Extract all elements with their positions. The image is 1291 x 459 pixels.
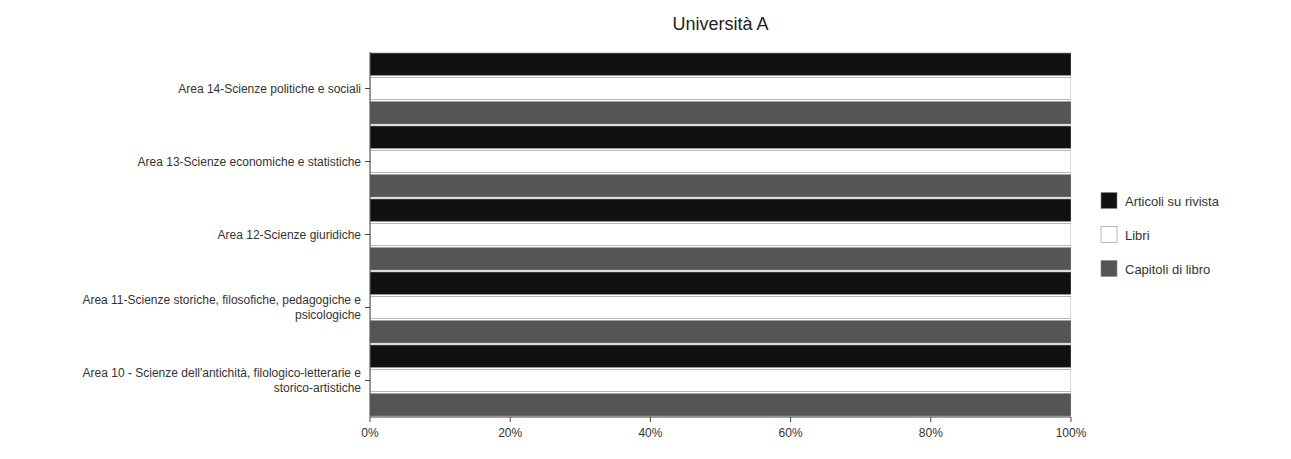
legend-swatch: [1101, 261, 1117, 277]
bar: [370, 126, 1071, 148]
page: {"chart_data": {"type": "bar", "orientat…: [0, 0, 1291, 459]
bar: [370, 321, 1071, 343]
y-tick-label-line: Area 10 - Scienze dell'antichità, filolo…: [83, 366, 362, 380]
y-tick: [365, 380, 370, 381]
bar: [370, 248, 1071, 270]
x-tick-label: 100%: [1056, 426, 1087, 440]
y-tick-label: Area 14-Scienze politiche e sociali: [178, 82, 361, 96]
bar: [370, 296, 1071, 318]
x-tick: [650, 417, 651, 422]
x-tick-label: 20%: [498, 426, 522, 440]
y-tick-label: Area 13-Scienze economiche e statistiche: [138, 155, 362, 169]
title: Università A: [672, 14, 768, 34]
legend-swatch: [1101, 227, 1117, 243]
y-tick-label: Area 11-Scienze storiche, filosofiche, p…: [82, 293, 361, 322]
x-tick: [370, 417, 371, 422]
x-tick-label: 60%: [779, 426, 803, 440]
bar: [370, 77, 1071, 99]
y-tick: [365, 88, 370, 89]
bar: [370, 369, 1071, 391]
bar: [370, 150, 1071, 172]
background: [0, 0, 1291, 459]
bars: [370, 53, 1071, 416]
y-tick-label: Area 10 - Scienze dell'antichità, filolo…: [83, 366, 362, 395]
y-tick-label: Area 12-Scienze giuridiche: [218, 228, 362, 242]
x-tick: [790, 417, 791, 422]
y-tick-label-line: Area 14-Scienze politiche e sociali: [178, 82, 361, 96]
x-tick: [930, 417, 931, 422]
y-tick: [365, 307, 370, 308]
bar: [370, 394, 1071, 416]
bar: [370, 223, 1071, 245]
legend-label: Capitoli di libro: [1125, 262, 1210, 277]
x-tick-label: 40%: [638, 426, 662, 440]
bar: [370, 272, 1071, 294]
y-tick-label-line: Area 12-Scienze giuridiche: [218, 228, 362, 242]
bar: [370, 345, 1071, 367]
y-tick-label-line: storico-artistiche: [274, 381, 362, 395]
x-tick-label: 0%: [361, 426, 379, 440]
y-tick-label-line: Area 13-Scienze economiche e statistiche: [138, 155, 362, 169]
bar: [370, 102, 1071, 124]
y-tick-label-line: psicologiche: [295, 308, 361, 322]
chart: Università A 0% 20% 40% 60% 80% 100% Area 10 - …: [0, 0, 1291, 459]
bar: [370, 53, 1071, 75]
legend: Articoli su rivista Libri Capitoli di libr…: [1101, 193, 1220, 277]
x-tick: [510, 417, 511, 422]
legend-label: Libri: [1125, 228, 1150, 243]
x-tick-label: 80%: [919, 426, 943, 440]
bar: [370, 199, 1071, 221]
legend-swatch: [1101, 193, 1117, 209]
y-tick-label-line: Area 11-Scienze storiche, filosofiche, p…: [82, 293, 361, 307]
legend-label: Articoli su rivista: [1125, 194, 1220, 209]
bar: [370, 175, 1071, 197]
y-tick: [365, 234, 370, 235]
x-tick: [1071, 417, 1072, 422]
x-axis-line: [370, 417, 1071, 418]
y-tick: [365, 161, 370, 162]
axes: 0% 20% 40% 60% 80% 100% Area 10 - Scienze dell…: [82, 52, 1086, 440]
